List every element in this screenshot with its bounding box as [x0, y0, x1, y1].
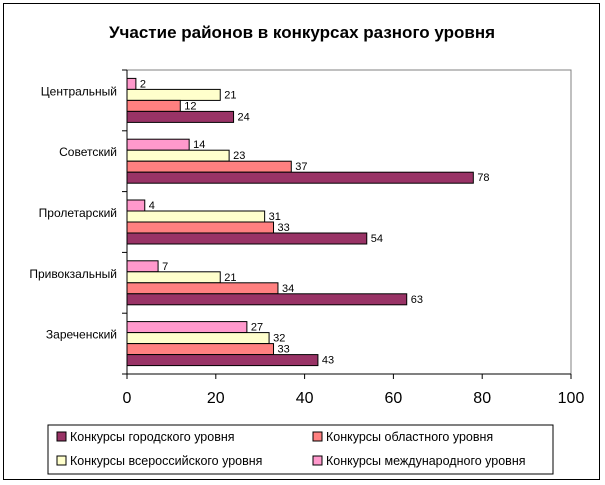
bar-0-0 [126, 110, 235, 123]
axes-group [122, 69, 571, 375]
bar-1-2 [126, 149, 230, 162]
data-label-1-3: 14 [193, 139, 205, 151]
chart-title: Участие районов в конкурсах разного уров… [109, 23, 495, 42]
data-label-0-2: 21 [224, 89, 236, 101]
x-tick-label-4: 80 [473, 390, 491, 407]
x-tick-label-0: 0 [123, 390, 132, 407]
legend-label-3: Конкурсы международного уровня [326, 454, 526, 468]
bar-3-3 [126, 260, 159, 273]
bar-2-0 [126, 232, 368, 245]
data-label-2-3: 4 [149, 200, 155, 212]
bar-1-3 [126, 138, 190, 151]
data-label-3-2: 21 [224, 272, 236, 284]
bar-2-2 [126, 210, 266, 223]
category-labels-group: Центральный Советский Пролетарский Привокза… [29, 84, 117, 341]
data-label-1-1: 37 [295, 161, 307, 173]
data-label-4-1: 33 [278, 344, 290, 356]
bar-0-3 [126, 77, 137, 90]
data-label-3-3: 7 [162, 261, 168, 273]
category-label-1: Советский [59, 145, 117, 159]
data-label-0-0: 24 [238, 111, 250, 123]
legend-swatch-3 [312, 455, 323, 466]
data-label-1-0: 78 [477, 172, 489, 184]
category-label-2: Пролетарский [39, 206, 117, 220]
bar-2-1 [126, 221, 275, 234]
data-label-3-1: 34 [282, 283, 294, 295]
bar-1-0 [126, 171, 474, 184]
data-label-3-0: 63 [411, 294, 423, 306]
data-label-0-1: 12 [184, 100, 196, 112]
bar-3-1 [126, 282, 279, 295]
x-ticks-group: 0 20 40 60 80 100 [123, 374, 585, 407]
data-label-0-3: 2 [140, 78, 146, 90]
data-label-4-2: 32 [273, 333, 285, 345]
x-tick-label-3: 60 [385, 390, 403, 407]
data-label-4-3: 27 [251, 322, 263, 334]
legend-swatch-0 [56, 431, 67, 442]
legend-swatch-2 [56, 455, 67, 466]
bar-0-2 [126, 88, 221, 101]
data-label-2-1: 33 [278, 222, 290, 234]
bar-4-2 [126, 332, 270, 345]
bar-4-0 [126, 354, 319, 367]
legend-swatch-1 [312, 431, 323, 442]
bar-2-3 [126, 199, 146, 212]
bar-4-1 [126, 343, 275, 356]
category-label-3: Привокзальный [29, 267, 117, 281]
data-label-4-0: 43 [322, 355, 334, 367]
legend-label-1: Конкурсы областного уровня [326, 430, 493, 444]
x-tick-label-1: 20 [207, 390, 225, 407]
category-label-4: Зареченский [46, 328, 117, 342]
x-tick-label-5: 100 [558, 390, 585, 407]
x-tick-label-2: 40 [296, 390, 314, 407]
legend-label-2: Конкурсы всероссийского уровня [70, 454, 262, 468]
bars-group [126, 77, 474, 367]
bar-1-1 [126, 160, 292, 173]
bar-4-3 [126, 321, 248, 334]
legend-box [47, 424, 554, 475]
bar-3-0 [126, 293, 408, 306]
data-label-2-0: 54 [371, 233, 383, 245]
category-label-0: Центральный [41, 84, 117, 98]
legend: Конкурсы городского уровня Конкурсы облас… [56, 430, 526, 468]
bar-0-1 [126, 99, 181, 112]
data-label-2-2: 31 [269, 211, 281, 223]
bar-3-2 [126, 271, 221, 284]
legend-label-0: Конкурсы городского уровня [70, 430, 235, 444]
data-label-1-2: 23 [233, 150, 245, 162]
